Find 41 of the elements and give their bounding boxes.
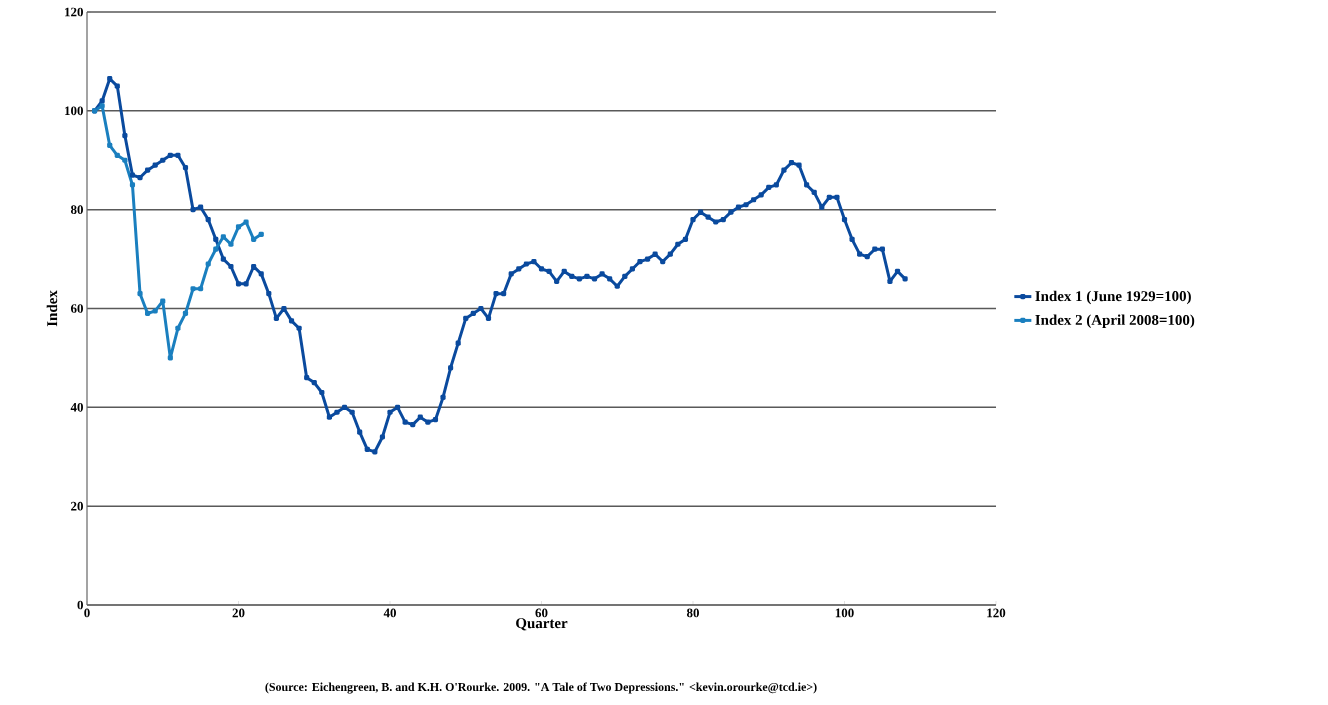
y-tick-label: 100	[65, 106, 83, 116]
point	[182, 310, 189, 317]
x-tick-label: 60	[535, 608, 548, 618]
point	[205, 261, 211, 267]
x-tick-label: 120	[987, 608, 1006, 618]
point	[258, 231, 264, 237]
point	[145, 310, 151, 317]
point	[152, 308, 158, 314]
point	[107, 142, 113, 149]
x-tick-label: 80	[686, 608, 699, 618]
y-tick-label: 20	[71, 501, 83, 511]
point	[175, 325, 181, 331]
x-tick-label: 40	[383, 608, 396, 618]
point	[243, 219, 249, 225]
legend-label: Index 2 (April 2008=100)	[1035, 314, 1195, 329]
point	[235, 224, 242, 230]
y-tick-label: 120	[65, 7, 83, 17]
point	[129, 182, 136, 188]
point	[228, 241, 234, 247]
point	[114, 152, 120, 158]
y-tick-label: 40	[70, 402, 83, 412]
point	[251, 236, 257, 242]
y-tick-label: 60	[70, 304, 83, 313]
point	[198, 286, 204, 292]
legend-label: Index 1 (June 1929=100)	[1035, 290, 1191, 305]
y-axis-title: Index	[46, 290, 58, 327]
point	[167, 355, 173, 361]
point	[213, 246, 219, 252]
x-tick-label: 20	[232, 608, 245, 618]
x-tick-label: 100	[835, 608, 854, 618]
y-tick-label: 0	[77, 600, 83, 610]
point	[122, 157, 128, 163]
x-axis-title: Quarter	[516, 618, 568, 631]
x-tick-label: 0	[84, 608, 90, 618]
text: (Source: Eichengreen, B. and K.H. O'Rourke. 2009. "A Tale of Two Depressions." <kevin.orourke@tcd.ie>)	[265, 682, 817, 694]
point	[220, 234, 226, 240]
point	[160, 298, 166, 304]
point	[99, 103, 105, 109]
point	[137, 291, 143, 297]
y-tick-label: 80	[70, 205, 83, 215]
point	[190, 286, 196, 292]
